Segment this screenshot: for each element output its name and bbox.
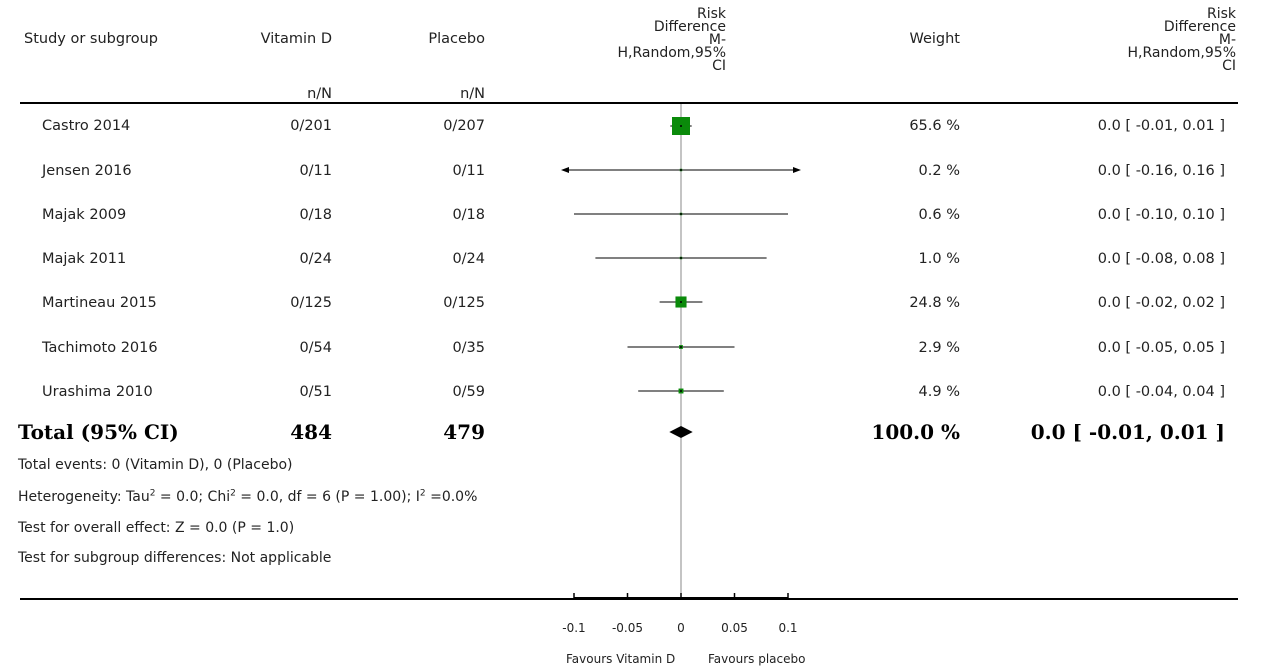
ci-arrow-left — [561, 167, 569, 173]
total-group1: 484 — [290, 420, 332, 444]
study-name: Majak 2009 — [42, 207, 127, 223]
x-tick-label: 0.05 — [721, 621, 748, 635]
study-name: Castro 2014 — [42, 118, 131, 134]
study-ci: 0.0 [ -0.01, 0.01 ] — [1097, 118, 1225, 134]
study-point — [680, 125, 682, 127]
study-name: Martineau 2015 — [42, 295, 157, 311]
plot-title-line: M- — [708, 32, 726, 48]
study-point — [680, 169, 682, 171]
ci-arrow-right — [793, 167, 801, 173]
effect-title-line: Risk — [1206, 6, 1236, 22]
study-ci: 0.0 [ -0.16, 0.16 ] — [1097, 163, 1225, 179]
het-sup: 2 — [230, 488, 236, 499]
study-weight: 4.9 % — [918, 384, 960, 400]
study-ci: 0.0 [ -0.02, 0.02 ] — [1097, 295, 1225, 311]
total-weight: 100.0 % — [871, 420, 960, 444]
het-part: = 0.0, df = 6 (P = 1.00); I — [235, 489, 420, 505]
study-weight: 1.0 % — [918, 251, 960, 267]
header-weight: Weight — [909, 31, 960, 47]
footnote-subgroup: Test for subgroup differences: Not appli… — [18, 550, 332, 566]
study-point — [680, 213, 682, 215]
header-effect-title: Risk Difference M- H,Random,95% CI — [1110, 6, 1236, 74]
group2-events: 0/207 — [443, 118, 485, 134]
group1-events: 0/54 — [299, 340, 332, 356]
study-point — [680, 390, 682, 392]
het-sup: 2 — [419, 488, 426, 499]
header-rule — [20, 102, 1238, 104]
het-part: Heterogeneity: Tau — [18, 489, 150, 505]
x-tick-label: -0.05 — [612, 621, 643, 635]
footnote-heterogeneity: Heterogeneity: Tau2 = 0.0; Chi2 = 0.0, d… — [18, 489, 477, 506]
study-weight: 2.9 % — [918, 340, 960, 356]
x-tick-label: 0.1 — [778, 621, 797, 635]
study-weight: 0.6 % — [918, 207, 960, 223]
x-tick-label: -0.1 — [562, 621, 585, 635]
study-ci: 0.0 [ -0.10, 0.10 ] — [1097, 207, 1225, 223]
header-group2: Placebo — [428, 31, 485, 47]
study-ci: 0.0 [ -0.05, 0.05 ] — [1097, 340, 1225, 356]
study-name: Urashima 2010 — [42, 384, 153, 400]
study-name: Tachimoto 2016 — [42, 340, 158, 356]
header-study: Study or subgroup — [24, 31, 158, 47]
footnote-overall-effect: Test for overall effect: Z = 0.0 (P = 1.… — [18, 520, 295, 536]
total-ci: 0.0 [ -0.01, 0.01 ] — [1030, 420, 1225, 444]
study-ci: 0.0 [ -0.08, 0.08 ] — [1097, 251, 1225, 267]
group2-events: 0/24 — [452, 251, 485, 267]
study-ci: 0.0 [ -0.04, 0.04 ] — [1097, 384, 1225, 400]
study-point — [680, 301, 682, 303]
effect-title-line: M- — [1218, 32, 1236, 48]
study-point — [680, 346, 682, 348]
header-group1-sub: n/N — [307, 86, 332, 102]
effect-title-line: H,Random,95% — [1127, 45, 1236, 61]
effect-title-line: CI — [1222, 58, 1236, 74]
header-plot-title: Risk Difference M- H,Random,95% CI — [600, 6, 726, 74]
pooled-diamond — [669, 426, 693, 438]
total-group2: 479 — [443, 420, 485, 444]
group1-events: 0/125 — [290, 295, 332, 311]
group1-events: 0/201 — [290, 118, 332, 134]
plot-title-line: Difference — [653, 19, 726, 35]
plot-title-line: CI — [712, 58, 726, 74]
x-tick-label: 0 — [677, 621, 685, 635]
study-point — [680, 257, 682, 259]
group1-events: 0/24 — [299, 251, 332, 267]
group2-events: 0/59 — [452, 384, 485, 400]
plot-title-line: Risk — [696, 6, 726, 22]
group1-events: 0/51 — [299, 384, 332, 400]
total-label: Total (95% CI) — [18, 420, 179, 444]
footnote-events: Total events: 0 (Vitamin D), 0 (Placebo) — [18, 457, 293, 473]
plot-title-line: H,Random,95% — [617, 45, 726, 61]
study-weight: 24.8 % — [909, 295, 960, 311]
group2-events: 0/125 — [443, 295, 485, 311]
study-weight: 0.2 % — [918, 163, 960, 179]
group1-events: 0/18 — [299, 207, 332, 223]
group2-events: 0/18 — [452, 207, 485, 223]
study-name: Jensen 2016 — [42, 163, 132, 179]
het-part: =0.0% — [425, 489, 478, 505]
favours-left-label: Favours Vitamin D — [566, 652, 676, 666]
study-weight: 65.6 % — [909, 118, 960, 134]
het-sup: 2 — [149, 488, 156, 499]
header-group2-sub: n/N — [460, 86, 485, 102]
header-group1: Vitamin D — [260, 31, 332, 47]
study-name: Majak 2011 — [42, 251, 127, 267]
group2-events: 0/35 — [452, 340, 485, 356]
het-part: = 0.0; Chi — [155, 489, 231, 505]
effect-title-line: Difference — [1163, 19, 1236, 35]
group1-events: 0/11 — [299, 163, 332, 179]
group2-events: 0/11 — [452, 163, 485, 179]
favours-right-label: Favours placebo — [708, 652, 806, 666]
